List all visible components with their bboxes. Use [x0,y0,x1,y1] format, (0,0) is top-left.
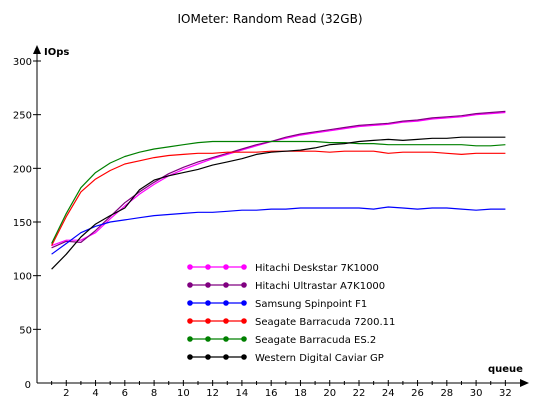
series-line-1 [51,110,506,249]
x-tick-label: 30 [470,388,483,399]
legend-marker [187,354,193,360]
y-tick-label: 250 [13,111,32,122]
x-tick-label: 0 [25,380,31,391]
legend-entry-2: Samsung Spinpoint F1 [255,299,367,310]
x-tick-label: 32 [499,388,512,399]
series-lines [51,110,506,270]
x-axis-label: queue [488,364,523,375]
y-tick-label: 150 [13,218,32,229]
y-axis-label: IOps [44,47,69,58]
x-tick-label: 10 [177,388,190,399]
x-axis-arrow [520,379,529,387]
x-tick-label: 26 [411,388,424,399]
x-tick-label: 20 [323,388,336,399]
x-tick-label: 14 [236,388,249,399]
legend-marker [205,264,211,270]
legend-entry-4: Seagate Barracuda ES.2 [255,335,376,346]
legend-marker [205,282,211,288]
series-line-4 [51,140,506,244]
x-tick-label: 4 [92,388,98,399]
y-tick-label: 200 [13,164,32,175]
series-line-0 [51,111,506,247]
legend-marker [223,300,229,306]
legend-marker [241,264,247,270]
legend-entry-0: Hitachi Deskstar 7K1000 [255,263,379,274]
legend-marker [187,318,193,324]
x-tick-label: 16 [265,388,278,399]
legend: Hitachi Deskstar 7K1000 Hitachi Ultrastar… [187,263,395,364]
legend-marker [205,336,211,342]
legend-marker [187,300,193,306]
legend-marker [241,318,247,324]
legend-marker [223,282,229,288]
y-tick-label: 300 [13,57,32,68]
legend-entry-3: Seagate Barracuda 7200.11 [255,317,395,328]
legend-marker [241,354,247,360]
legend-marker [241,300,247,306]
y-tick-label: 100 [13,272,32,283]
legend-marker [187,282,193,288]
series-line-2 [51,206,506,255]
legend-marker [241,336,247,342]
x-tick-label: 24 [382,388,395,399]
x-tick-label: 6 [122,388,128,399]
axes [33,45,529,387]
x-tick-label: 18 [294,388,307,399]
legend-entry-1: Hitachi Ultrastar A7K1000 [255,281,385,292]
legend-entry-5: Western Digital Caviar GP [255,353,384,364]
legend-marker [187,336,193,342]
legend-marker [205,354,211,360]
x-tick-label: 12 [206,388,219,399]
legend-marker [187,264,193,270]
y-tick-label: 50 [19,325,32,336]
legend-marker [223,318,229,324]
x-tick-label: 8 [151,388,157,399]
x-tick-label: 22 [353,388,366,399]
y-axis-arrow [33,45,41,54]
x-tick-label: 2 [63,388,69,399]
legend-marker [205,300,211,306]
x-tick-label: 28 [440,388,453,399]
series-line-3 [51,150,506,246]
legend-marker [223,264,229,270]
legend-marker [205,318,211,324]
legend-marker [223,336,229,342]
series-line-5 [51,136,506,270]
legend-marker [241,282,247,288]
chart-title: IOMeter: Random Read (32GB) [177,12,362,26]
legend-marker [223,354,229,360]
